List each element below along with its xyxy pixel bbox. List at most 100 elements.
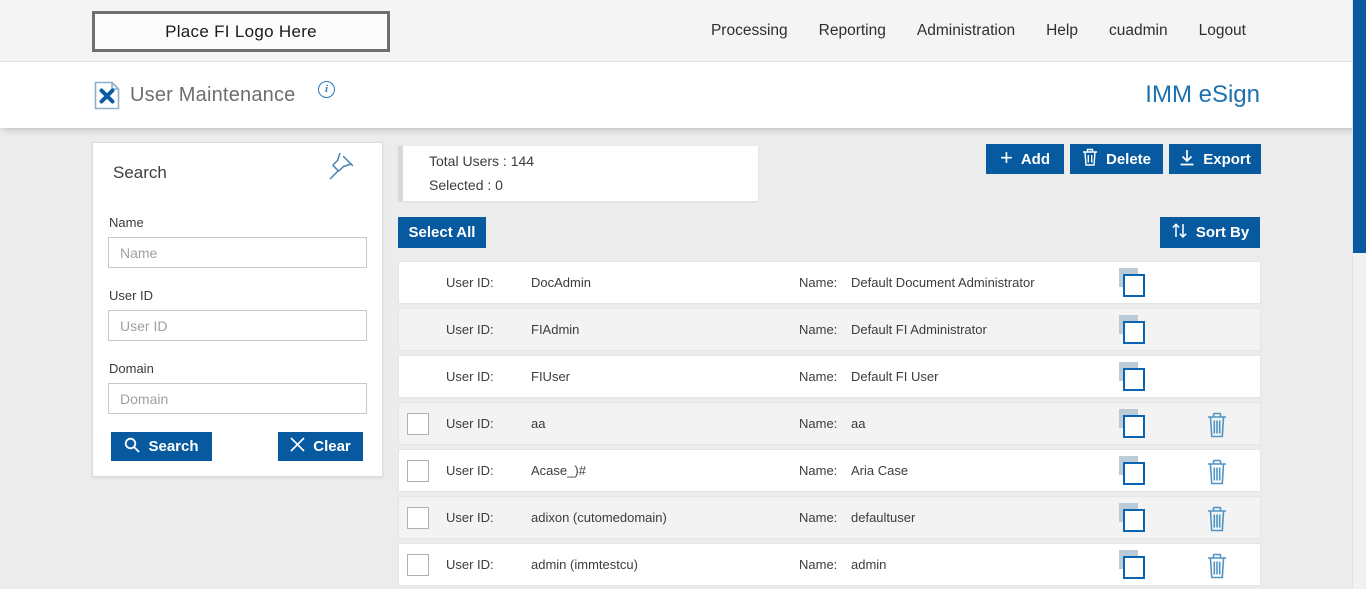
row-checkbox[interactable] (407, 413, 429, 435)
plus-icon: + (999, 145, 1013, 170)
select-all-button[interactable]: Select All (398, 217, 486, 248)
top-bar: Place FI Logo Here Processing Reporting … (0, 0, 1366, 62)
user-row: User ID: adixon (cutomedomain) Name: def… (398, 496, 1261, 539)
copy-user-button[interactable] (1119, 409, 1147, 439)
user-row: User ID: FIAdmin Name: Default FI Admini… (398, 308, 1261, 351)
domain-search-input[interactable] (108, 383, 367, 414)
delete-user-button[interactable] (1205, 458, 1229, 485)
delete-button-label: Delete (1105, 150, 1152, 168)
name-label: Name: (799, 416, 838, 431)
name-label: Name: (799, 463, 838, 478)
domain-field-label: Domain (109, 361, 154, 376)
name-value: Default FI Administrator (851, 322, 987, 337)
fi-logo-text: Place FI Logo Here (165, 21, 317, 41)
user-id-label: User ID: (446, 369, 494, 384)
user-id-label: User ID: (446, 557, 494, 572)
scrollbar-thumb[interactable] (1353, 0, 1366, 253)
name-field-label: Name (109, 215, 144, 230)
user-id-label: User ID: (446, 416, 494, 431)
select-all-label: Select All (408, 224, 476, 241)
search-button[interactable]: Search (111, 432, 212, 461)
trash-icon (1206, 553, 1228, 582)
userid-search-input[interactable] (108, 310, 367, 341)
export-button-label: Export (1203, 150, 1251, 168)
total-users-text: Total Users : 144 (429, 153, 535, 169)
search-panel: Search Name User ID Domain Search Clear (92, 142, 383, 477)
row-checkbox[interactable] (407, 460, 429, 482)
name-label: Name: (799, 369, 838, 384)
clear-x-icon (290, 437, 305, 456)
page-title: User Maintenance (130, 84, 296, 106)
page-header: User Maintenance i IMM eSign (0, 62, 1366, 128)
export-button[interactable]: Export (1169, 144, 1261, 174)
search-icon (124, 437, 141, 457)
sort-arrows-icon (1171, 222, 1188, 243)
delete-button[interactable]: Delete (1070, 144, 1163, 174)
search-button-label: Search (148, 438, 199, 455)
selected-count-text: Selected : 0 (429, 177, 503, 193)
user-id-value: aa (531, 416, 546, 431)
name-label: Name: (799, 275, 838, 290)
user-row: User ID: admin (immtestcu) Name: admin (398, 543, 1261, 586)
user-id-value: DocAdmin (531, 275, 591, 290)
clear-button-label: Clear (313, 438, 351, 455)
user-maintenance-icon (94, 81, 120, 115)
user-row: User ID: aa Name: aa (398, 402, 1261, 445)
copy-user-button[interactable] (1119, 268, 1147, 298)
trash-icon (1206, 459, 1228, 488)
sort-by-label: Sort By (1195, 224, 1250, 241)
user-id-value: adixon (cutomedomain) (531, 510, 667, 525)
add-button[interactable]: + Add (986, 144, 1064, 174)
name-value: aa (851, 416, 866, 431)
user-row: User ID: Acase_)# Name: Aria Case (398, 449, 1261, 492)
copy-user-button[interactable] (1119, 550, 1147, 580)
delete-user-button[interactable] (1205, 505, 1229, 532)
name-value: admin (851, 557, 887, 572)
nav-item-administration[interactable]: Administration (916, 22, 1016, 39)
user-id-label: User ID: (446, 322, 494, 337)
nav-item-logout[interactable]: Logout (1198, 22, 1246, 39)
delete-user-button[interactable] (1205, 552, 1229, 579)
user-id-label: User ID: (446, 463, 494, 478)
user-id-label: User ID: (446, 275, 494, 290)
nav-item-reporting[interactable]: Reporting (818, 22, 886, 39)
nav-item-processing[interactable]: Processing (710, 22, 788, 39)
name-search-input[interactable] (108, 237, 367, 268)
name-value: defaultuser (851, 510, 916, 525)
search-panel-title: Search (113, 163, 167, 182)
main-nav: Processing Reporting Administration Help… (711, 0, 1246, 62)
user-id-value: admin (immtestcu) (531, 557, 638, 572)
fi-logo-placeholder: Place FI Logo Here (92, 11, 390, 52)
trash-icon (1206, 506, 1228, 535)
copy-user-button[interactable] (1119, 315, 1147, 345)
trash-icon (1206, 412, 1228, 441)
user-id-value: Acase_)# (531, 463, 586, 478)
name-value: Default FI User (851, 369, 939, 384)
row-checkbox[interactable] (407, 554, 429, 576)
row-checkbox[interactable] (407, 507, 429, 529)
copy-user-button[interactable] (1119, 362, 1147, 392)
user-id-value: FIAdmin (531, 322, 580, 337)
name-value: Default Document Administrator (851, 275, 1035, 290)
add-button-label: Add (1020, 150, 1051, 168)
user-row: User ID: FIUser Name: Default FI User (398, 355, 1261, 398)
pin-icon[interactable] (326, 152, 356, 188)
brand-text: IMM eSign (1145, 81, 1260, 108)
nav-item-user-menu[interactable]: cuadmin (1108, 22, 1168, 39)
user-id-value: FIUser (531, 369, 570, 384)
vertical-scrollbar[interactable] (1352, 0, 1366, 589)
name-value: Aria Case (851, 463, 909, 478)
trash-icon (1082, 148, 1098, 170)
sort-by-button[interactable]: Sort By (1160, 217, 1260, 248)
clear-button[interactable]: Clear (278, 432, 363, 461)
summary-box: Total Users : 144 Selected : 0 (398, 146, 758, 201)
info-icon[interactable]: i (318, 81, 335, 98)
download-icon (1179, 149, 1195, 170)
delete-user-button[interactable] (1205, 411, 1229, 438)
copy-user-button[interactable] (1119, 456, 1147, 486)
nav-item-help[interactable]: Help (1046, 22, 1078, 39)
user-id-label: User ID: (446, 510, 494, 525)
userid-field-label: User ID (109, 288, 154, 303)
copy-user-button[interactable] (1119, 503, 1147, 533)
name-label: Name: (799, 557, 838, 572)
